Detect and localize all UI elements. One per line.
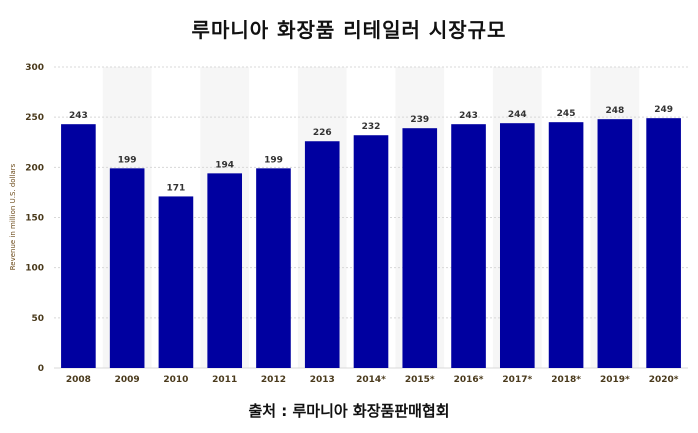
data-label: 239 [410,115,429,125]
data-label: 199 [264,155,283,165]
x-tick-label: 2012 [261,375,286,385]
x-tick-label: 2015* [405,375,435,385]
x-tick-label: 2011 [212,375,237,385]
data-label: 199 [118,155,137,165]
x-tick-label: 2017* [502,375,532,385]
x-tick-label: 2010 [163,375,188,385]
y-tick-label: 0 [38,364,44,374]
x-tick-label: 2020* [649,375,679,385]
bar [353,135,389,368]
y-tick-label: 300 [25,63,44,73]
source-note: 출처 : 루마니아 화장품판매협회 [248,402,450,420]
x-tick-label: 2013 [310,375,335,385]
bar [207,173,243,368]
y-tick-label: 250 [25,113,44,123]
data-label: 243 [459,111,478,121]
x-tick-label: 2016* [454,375,484,385]
bar [402,128,438,368]
x-tick-label: 2019* [600,375,630,385]
y-tick-label: 200 [25,163,44,173]
data-labels: 243 199 171 194 199 226 232 239 243 244 245 248 249 [69,105,673,193]
data-label: 194 [215,160,234,170]
data-label: 248 [605,106,624,116]
bar [597,119,633,368]
x-tick-label: 2009 [115,375,140,385]
chart-title: 루마니아 화장품 리테일러 시장규모 [191,18,507,42]
x-tick-label: 2014* [356,375,386,385]
y-axis-ticks: 0 50 100 150 200 250 300 [25,63,44,374]
y-tick-label: 150 [25,214,44,224]
data-label: 245 [557,109,576,119]
bar [61,124,96,368]
x-axis-ticks: 2008 2009 2010 2011 2012 2013 2014* 2015* 2016* 2… [66,375,679,385]
x-tick-label: 2018* [551,375,581,385]
y-tick-label: 100 [25,264,44,274]
data-label: 243 [69,111,88,121]
data-label: 171 [167,183,186,193]
bar [109,168,145,368]
bar [451,124,486,368]
bar [646,118,681,368]
y-axis-label: Revenue in million U.S. dollars [9,163,17,270]
data-label: 232 [362,122,381,132]
data-label: 249 [654,105,673,115]
data-label: 226 [313,128,332,138]
y-tick-label: 50 [31,314,44,324]
data-label: 244 [508,110,527,120]
x-tick-label: 2008 [66,375,91,385]
bar [158,196,194,368]
bar [304,141,340,368]
bar [548,122,584,368]
bar [256,168,291,368]
bar [499,123,535,368]
bars [61,118,681,368]
